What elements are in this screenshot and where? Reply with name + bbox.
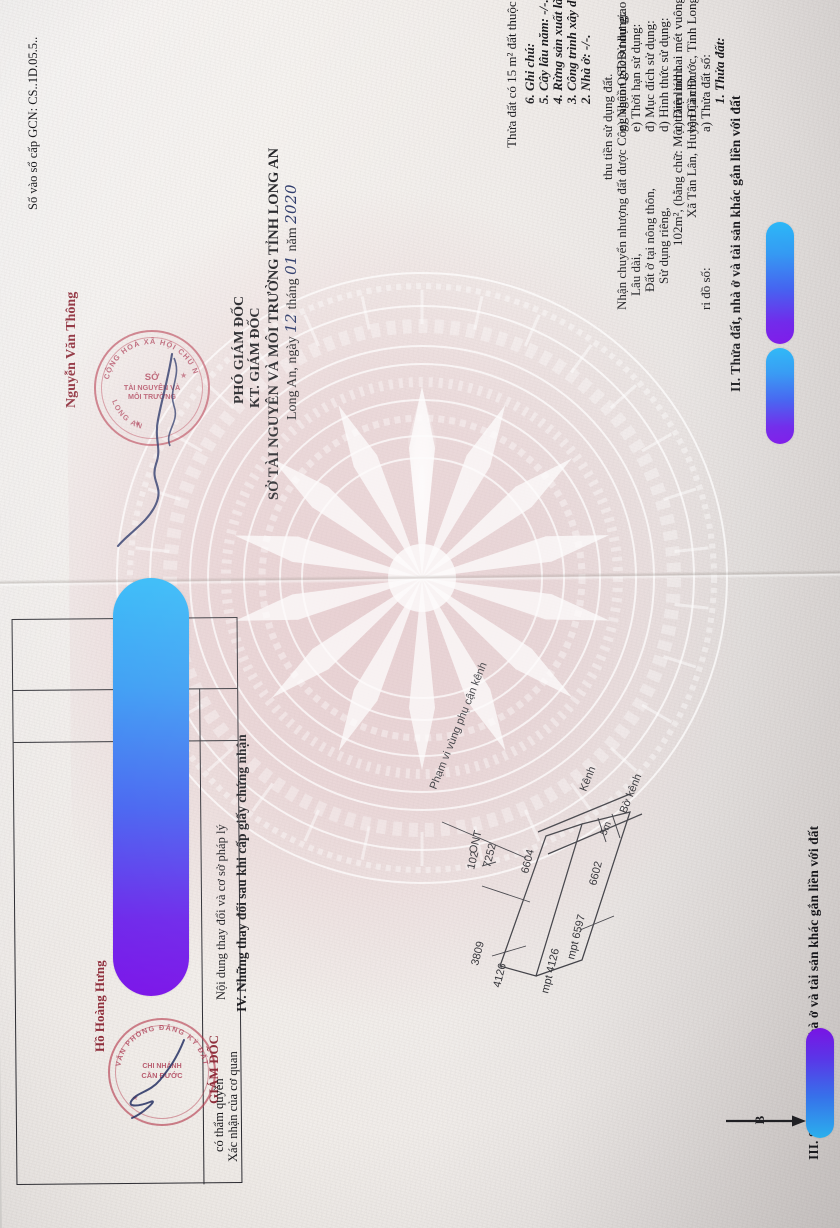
field-use-term-value: Lâu dài, (628, 253, 643, 296)
field-use-form-label: d) Hình thức sử dụng: (656, 17, 671, 132)
section-iv-col-right-header-2: có thẩm quyền (212, 1078, 226, 1152)
north-letter: B (752, 1115, 767, 1124)
handwritten-day: 12 (282, 313, 300, 333)
label-parcel-num: 7252 (481, 842, 499, 869)
place-date-prefix: Long An, ngày (285, 336, 300, 420)
svg-text:★: ★ (180, 371, 187, 380)
year-prefix: năm (285, 227, 300, 252)
field-origin-value-cont: thu tiền sử dụng đất. (600, 73, 615, 180)
month-prefix: tháng (285, 278, 300, 310)
seal-inner-line-2: TÀI NGUYÊN VÀ (124, 383, 180, 392)
svg-text:★: ★ (134, 419, 141, 428)
section-iv-heading: IV. Những thay đổi sau khi cấp giấy chứn… (234, 734, 249, 1012)
redaction-bar-1 (766, 222, 794, 344)
section-ii-heading: II. Thửa đất, nhà ở và tài sản khác gắn … (728, 95, 743, 392)
label-neighbor-6602: 6602 (587, 860, 605, 887)
bottom-signer-name: Hồ Hoàng Hưng (92, 960, 107, 1052)
section-ii-line-2: 2. Nhà ở: -/-. (578, 34, 593, 104)
section-iv-col-left-header: Nội dung thay đổi và cơ sở pháp lý (214, 824, 228, 1000)
leader-3809 (491, 945, 527, 957)
field-origin-value: Nhận chuyển nhượng đất được Công nhận QS… (614, 0, 629, 310)
field-use-term-label: e) Thời hạn sử dụng: (628, 23, 643, 132)
label-kenh: Kênh (578, 765, 599, 793)
bottom-seal-outer-ring (108, 1018, 216, 1126)
fraction-rule (481, 861, 497, 867)
bottom-seal-line-1: CHI NHÁNH (142, 1061, 181, 1070)
redaction-bar-2 (766, 348, 794, 444)
bottom-seal-inner-ring (115, 1025, 209, 1119)
label-neighbor-6604: 6604 (519, 848, 537, 875)
field-use-form-value: Sử dụng riêng, (656, 207, 671, 284)
gcn-book-number: Số vào sổ cấp GCN: CS..1D.05.5.. (26, 36, 40, 210)
label-neighbor-3809: 3809 (469, 940, 487, 967)
field-address-value: Xã Tân Lân, Huyện Cần Đước, Tỉnh Long An… (684, 0, 699, 218)
label-parcel-type: ONT (467, 829, 484, 855)
handwritten-year: 2020 (282, 184, 300, 224)
signer-name: Nguyễn Văn Thông (64, 291, 79, 408)
handwritten-month: 01 (282, 255, 300, 275)
field-map-sheet-label: ri đồ số: (698, 267, 713, 310)
adjacent-parcel-outline (535, 811, 631, 977)
provincial-department-seal: CỘNG HOÀ XÃ HỘI CHỦ N LONG AN SỞ TÀI NGU… (94, 330, 210, 548)
signature-place-date-line: Long An, ngày 12 tháng 01 năm 2020 (282, 184, 301, 420)
field-use-purpose-label: đ) Mục đích sử dụng: (642, 20, 657, 132)
redaction-bar-3 (113, 578, 189, 996)
label-5m: 5m (599, 820, 614, 837)
dong-son-drum-watermark (112, 268, 732, 888)
section-ii-note-text: Thửa đất có 15 m² đất thuộc phạm vi vùng… (504, 0, 519, 148)
seal-outer-ring (94, 330, 210, 446)
dimension-tick-1 (597, 817, 607, 843)
leader-phamvi (441, 821, 527, 859)
district-branch-seal: VĂN PHÒNG ĐĂNG KÝ ĐẤT CHI NHÁNH CẦN ĐƯỚC… (108, 1018, 216, 1126)
canal-bank-line (547, 813, 643, 855)
issuing-authority-name: SỞ TÀI NGUYÊN VÀ MÔI TRƯỜNG TỈNH LONG AN (266, 147, 282, 500)
leader-6604 (481, 885, 531, 903)
redaction-bar-4 (806, 1028, 834, 1138)
bottom-seal-line-2: CẦN ĐƯỚC (141, 1070, 183, 1080)
section-ii-line-5: 5. Cây lâu năm: -/-. (536, 0, 551, 104)
label-neighbor-4126: 4126 (491, 962, 509, 989)
section-ii-line-6: 6. Ghi chú: (522, 42, 537, 104)
dimension-tick-2 (611, 813, 621, 839)
seal-inner-line-1: SỞ (145, 371, 160, 383)
parcel-diagram: Phạm vi vùng phụ cận kênh Kênh Bờ kênh 5… (428, 661, 710, 1030)
north-arrow: B (724, 1108, 810, 1134)
section-iv-col-right-header-1: Xác nhận của cơ quan (226, 1051, 240, 1162)
section-ii-line-3: 3. Công trình xây dựng khác: -/-. (564, 0, 579, 104)
seal-inner-ring (101, 337, 203, 439)
section-ii-line-4: 4. Rừng sản xuất là rừng trồng: -/-. (550, 0, 565, 104)
label-parcel-den: 102 (465, 850, 481, 871)
field-parcel-number-label: a) Thửa đất số: (698, 54, 713, 132)
label-bo-kenh: Bờ kênh (618, 772, 645, 815)
field-use-purpose-value: Đất ở tại nông thôn, (642, 188, 657, 292)
canal-top-line (537, 793, 631, 833)
leader-mpt-6597 (579, 915, 615, 931)
field-area-value: 102m², (bằng chữ: Một trăm linh hai mét … (670, 0, 685, 246)
section-ii-sub1-title: 1. Thửa đất: (712, 37, 727, 104)
seal-inner-line-3: MÔI TRƯỜNG (128, 392, 176, 401)
